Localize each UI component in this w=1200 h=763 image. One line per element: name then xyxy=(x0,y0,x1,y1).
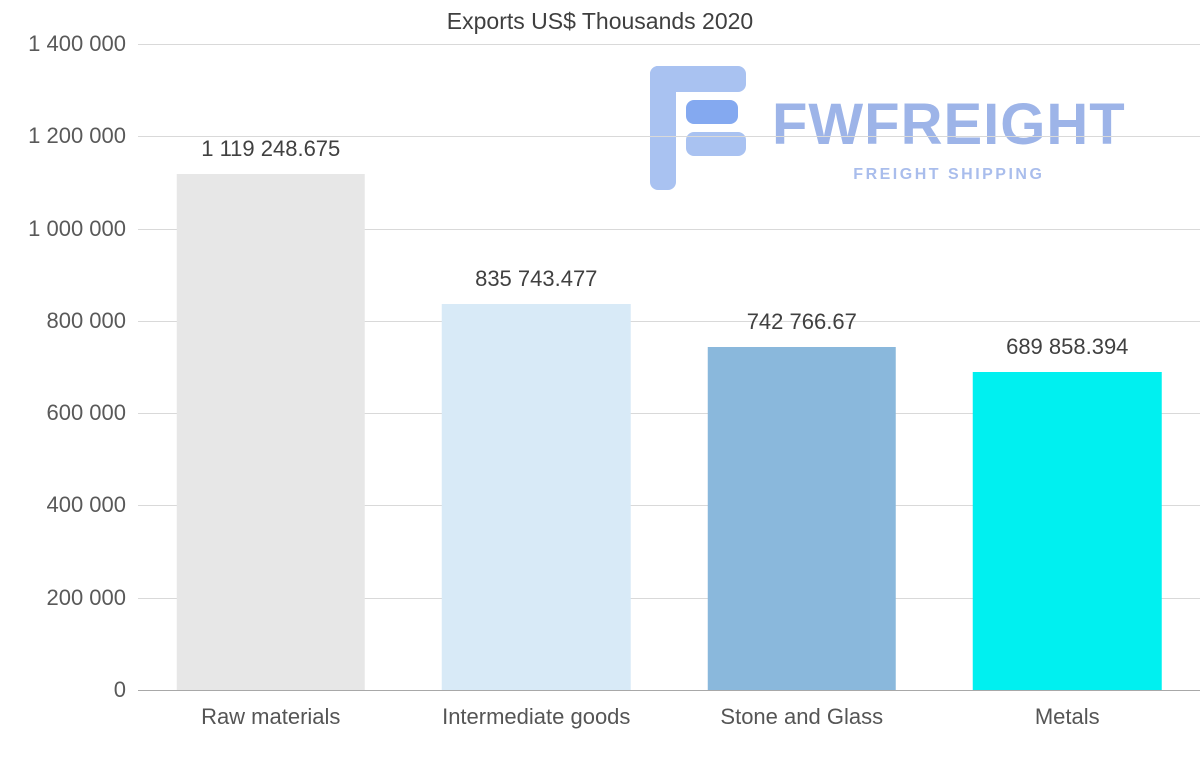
bar-group: 742 766.67 xyxy=(669,44,935,690)
x-axis-label: Intermediate goods xyxy=(442,704,631,729)
plot-area: 1 119 248.675 835 743.477 742 766.67 689 85… xyxy=(138,44,1200,691)
y-tick-label: 1 200 000 xyxy=(28,123,126,149)
y-tick-label: 1 400 000 xyxy=(28,31,126,56)
brand-name: FWFREIGHT xyxy=(772,92,1126,157)
x-axis-line xyxy=(138,690,1200,691)
bars-container: 1 119 248.675 835 743.477 742 766.67 689 85… xyxy=(138,44,1200,690)
bar-intermediate-goods[interactable] xyxy=(442,304,631,690)
gridline xyxy=(138,228,1200,230)
gridline xyxy=(138,413,1200,415)
bar-metals[interactable] xyxy=(973,371,1162,690)
x-axis-label: Metals xyxy=(1034,704,1100,729)
bar-stone-and-glass[interactable] xyxy=(707,347,896,690)
bar-group: 1 119 248.675 xyxy=(138,44,404,690)
fwfreight-logo-icon xyxy=(650,66,746,190)
bar-value-label: 689 858.394 xyxy=(1006,333,1129,359)
chart-title: Exports US$ Thousands 2020 xyxy=(446,8,754,34)
y-tick-label: 800 000 xyxy=(46,307,126,333)
brand-text-block: FWFREIGHT FREIGHT SHIPPING xyxy=(772,96,1126,184)
gridline xyxy=(138,597,1200,599)
x-axis: Raw materials Intermediate goods Stone and… xyxy=(138,704,1200,730)
y-tick-label: 400 000 xyxy=(46,492,126,518)
bar-group: 835 743.477 xyxy=(404,44,670,690)
bar-value-label: 835 743.477 xyxy=(475,266,598,292)
y-tick-label: 200 000 xyxy=(46,584,126,610)
y-axis: 0 200 000 400 000 600 000 800 000 1 000 000 1 … xyxy=(0,31,126,702)
gridline xyxy=(138,44,1200,45)
bar-raw-materials[interactable] xyxy=(176,173,365,690)
bar-value-label: 742 766.67 xyxy=(746,309,857,335)
chart-body: 0 200 000 400 000 600 000 800 000 1 000 000 1 … xyxy=(0,31,1200,702)
y-tick-label: 0 xyxy=(113,677,126,702)
gridline xyxy=(138,136,1200,138)
brand-watermark: FWFREIGHT FREIGHT SHIPPING xyxy=(648,66,1126,190)
x-axis-label: Stone and Glass xyxy=(720,704,884,729)
brand-tagline: FREIGHT SHIPPING xyxy=(853,166,1045,183)
y-tick-label: 1 000 000 xyxy=(28,215,126,241)
y-tick-label: 600 000 xyxy=(46,400,126,426)
gridline xyxy=(138,505,1200,507)
bar-group: 689 858.394 xyxy=(935,44,1200,690)
bar-value-label: 1 119 248.675 xyxy=(201,135,341,161)
x-axis-label: Raw materials xyxy=(201,704,341,729)
gridline xyxy=(138,320,1200,322)
